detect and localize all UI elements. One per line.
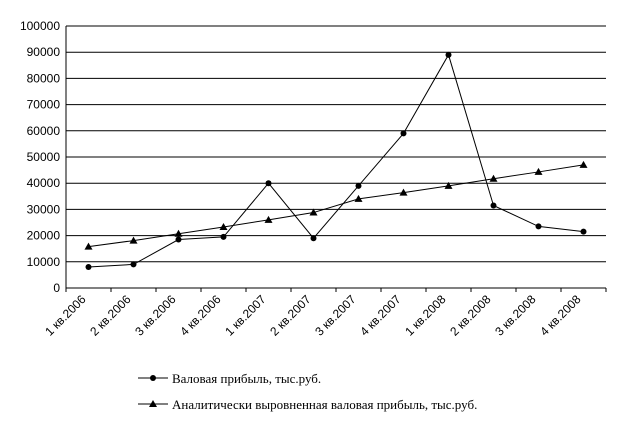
y-tick-label: 70000 — [27, 98, 61, 112]
data-point-circle — [535, 223, 542, 230]
data-point-triangle — [264, 215, 273, 223]
legend: Валовая прибыль, тыс.руб. Аналитически вы… — [138, 371, 477, 412]
data-point-triangle — [399, 188, 408, 196]
legend-label: Аналитически выровненная валовая прибыль… — [172, 397, 477, 412]
series-1 — [85, 51, 587, 271]
x-tick-label: 1 кв.2006 — [42, 292, 89, 339]
series-line — [88, 164, 584, 248]
gridlines — [66, 25, 606, 263]
legend-item: Валовая прибыль, тыс.руб. — [138, 371, 321, 386]
data-point-triangle — [219, 222, 228, 230]
y-tick-label: 30000 — [27, 202, 61, 216]
data-point-triangle — [489, 174, 498, 182]
data-point-triangle — [579, 160, 588, 168]
data-point-circle — [85, 264, 92, 271]
axes — [65, 26, 607, 292]
x-tick-label: 3 кв.2006 — [132, 292, 179, 339]
y-tick-label: 50000 — [27, 150, 61, 164]
y-tick-label: 100000 — [20, 19, 60, 33]
x-tick-label: 2 кв.2008 — [447, 292, 494, 339]
x-tick-label: 3 кв.2007 — [312, 292, 359, 339]
data-point-circle — [310, 235, 317, 242]
data-point-circle — [445, 51, 452, 58]
series-line — [88, 53, 584, 268]
data-point-circle — [130, 261, 137, 268]
data-point-circle — [150, 375, 156, 381]
y-tick-label: 0 — [53, 281, 60, 295]
data-point-triangle — [354, 194, 363, 202]
y-tick-label: 20000 — [27, 229, 61, 243]
series-lines — [84, 51, 588, 271]
x-tick-label: 3 кв.2008 — [492, 292, 539, 339]
data-point-triangle — [129, 236, 138, 244]
y-tick-label: 40000 — [27, 176, 61, 190]
data-point-circle — [265, 180, 272, 187]
data-point-circle — [580, 228, 587, 235]
data-point-circle — [400, 130, 407, 137]
series-2 — [84, 160, 588, 250]
x-tick-label: 4 кв.2007 — [357, 292, 404, 339]
y-tick-label: 10000 — [27, 255, 61, 269]
x-tick-label: 4 кв.2006 — [177, 292, 224, 339]
data-point-triangle — [84, 242, 93, 250]
data-point-triangle — [309, 208, 318, 216]
x-tick-label: 4 кв.2008 — [537, 292, 584, 339]
x-tick-label: 2 кв.2006 — [87, 292, 134, 339]
data-point-circle — [220, 233, 227, 240]
data-point-circle — [175, 236, 182, 243]
data-point-triangle — [149, 400, 157, 407]
y-tick-label: 90000 — [27, 45, 61, 59]
data-point-circle — [490, 202, 497, 209]
legend-item: Аналитически выровненная валовая прибыль… — [138, 397, 477, 412]
legend-label: Валовая прибыль, тыс.руб. — [172, 371, 321, 386]
x-tick-label: 2 кв.2007 — [267, 292, 314, 339]
data-point-triangle — [444, 181, 453, 189]
y-axis-ticks: 0 10000 20000 30000 40000 50000 60000 70000 8000… — [20, 19, 60, 295]
y-tick-label: 80000 — [27, 71, 61, 85]
x-tick-label: 1 кв.2007 — [222, 292, 269, 339]
data-point-triangle — [174, 229, 183, 237]
data-point-triangle — [534, 167, 543, 175]
x-tick-label: 1 кв.2008 — [402, 292, 449, 339]
data-point-circle — [355, 182, 362, 189]
y-tick-label: 60000 — [27, 124, 61, 138]
